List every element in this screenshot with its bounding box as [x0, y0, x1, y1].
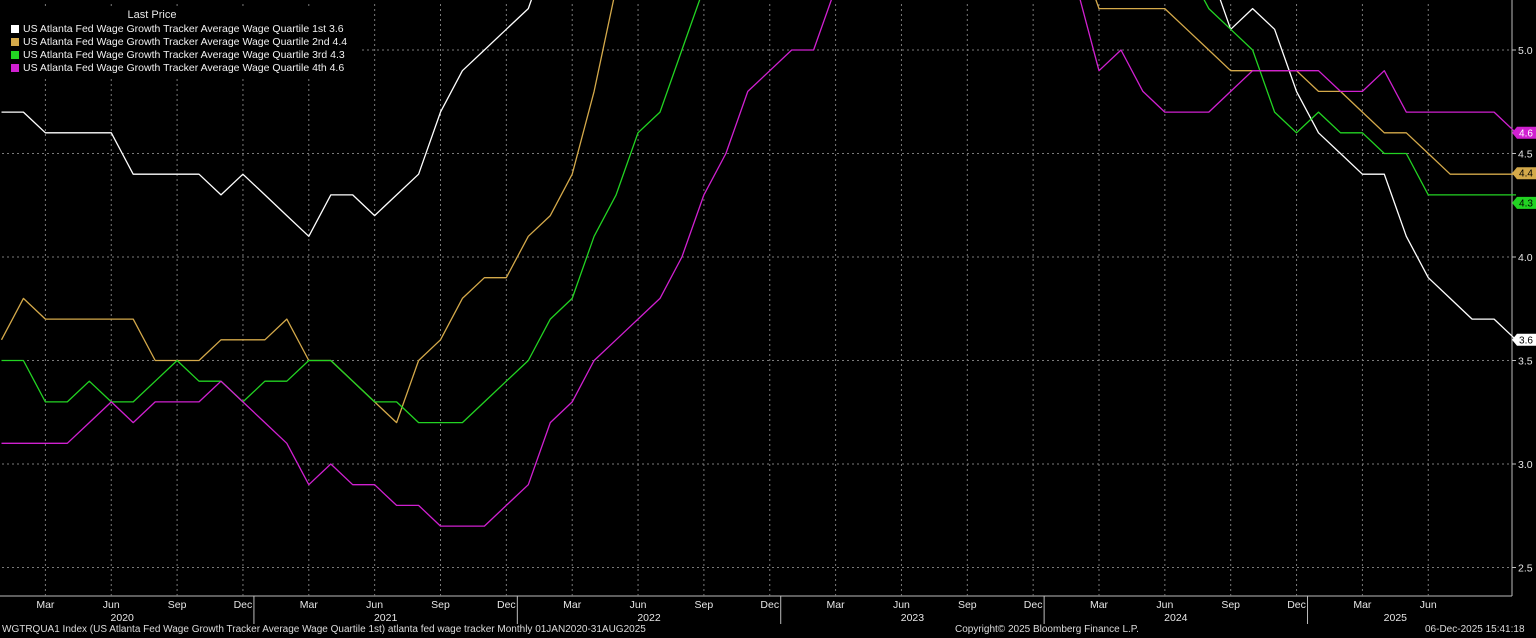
- x-tick-label: Jun: [1420, 599, 1437, 611]
- y-tick-label: 4.0: [1518, 252, 1533, 264]
- last-value-tag-q2: 4.4: [1512, 167, 1536, 180]
- legend-title: Last Price: [127, 9, 177, 21]
- legend-label-q2: US Atlanta Fed Wage Growth Tracker Avera…: [23, 35, 348, 48]
- legend-item-q2: US Atlanta Fed Wage Growth Tracker Avera…: [2, 35, 362, 48]
- y-tick-label: 4.5: [1518, 149, 1533, 161]
- last-value-tag-bg: [1512, 196, 1536, 209]
- x-tick-label: Dec: [760, 599, 779, 611]
- y-tick-label: 2.5: [1518, 563, 1533, 575]
- legend-item-q3: US Atlanta Fed Wage Growth Tracker Avera…: [2, 48, 362, 61]
- x-tick-label: Dec: [234, 599, 253, 611]
- y-tick-label: 3.0: [1518, 459, 1533, 471]
- x-tick-label: Dec: [497, 599, 516, 611]
- last-value-tag-text: 4.4: [1519, 169, 1533, 180]
- legend: Last Price US Atlanta Fed Wage Growth Tr…: [2, 8, 362, 78]
- last-value-tag-text: 4.6: [1519, 128, 1533, 139]
- x-tick-label: Mar: [1353, 599, 1372, 611]
- footer: WGTRQUA1 Index (US Atlanta Fed Wage Grow…: [0, 622, 1536, 638]
- x-tick-label: Jun: [1156, 599, 1173, 611]
- x-tick-label: Sep: [958, 599, 977, 611]
- last-value-tag-text: 4.3: [1519, 198, 1533, 209]
- last-value-tag-bg: [1512, 333, 1536, 346]
- x-tick-label: Jun: [103, 599, 120, 611]
- series-line-q4: [1, 0, 1517, 527]
- x-year-label: 2021: [374, 612, 398, 624]
- legend-swatch-q4: [11, 63, 19, 72]
- x-tick-label: Mar: [563, 599, 582, 611]
- last-value-tag-bg: [1512, 167, 1536, 180]
- legend-swatch-q2: [11, 37, 19, 46]
- x-tick-label: Sep: [1221, 599, 1240, 611]
- x-tick-label: Dec: [1287, 599, 1306, 611]
- last-value-tag-q4: 4.6: [1512, 126, 1536, 139]
- legend-label-q3: US Atlanta Fed Wage Growth Tracker Avera…: [23, 48, 345, 61]
- x-tick-label: Dec: [1024, 599, 1043, 611]
- legend-item-q4: US Atlanta Fed Wage Growth Tracker Avera…: [2, 61, 362, 74]
- y-tick-label: 3.5: [1518, 356, 1533, 368]
- last-value-tag-text: 3.6: [1519, 335, 1533, 346]
- y-tick-label: 5.0: [1518, 45, 1533, 57]
- x-year-label: 2023: [901, 612, 925, 624]
- x-year-label: 2025: [1384, 612, 1408, 624]
- last-value-tag-q3: 4.3: [1512, 196, 1536, 209]
- legend-label-q4: US Atlanta Fed Wage Growth Tracker Avera…: [23, 61, 345, 74]
- last-value-tag-q1: 3.6: [1512, 333, 1536, 346]
- series-line-q1: [1, 0, 1517, 341]
- x-tick-label: Jun: [630, 599, 647, 611]
- x-tick-label: Sep: [168, 599, 187, 611]
- x-tick-label: Mar: [300, 599, 319, 611]
- x-year-label: 2020: [111, 612, 135, 624]
- x-tick-label: Jun: [366, 599, 383, 611]
- footer-timestamp: 06-Dec-2025 15:41:18: [1425, 624, 1525, 635]
- x-tick-label: Mar: [827, 599, 846, 611]
- x-tick-label: Sep: [431, 599, 450, 611]
- legend-item-q1: US Atlanta Fed Wage Growth Tracker Avera…: [2, 22, 362, 35]
- x-tick-label: Jun: [893, 599, 910, 611]
- x-tick-label: Mar: [36, 599, 55, 611]
- legend-label-q1: US Atlanta Fed Wage Growth Tracker Avera…: [23, 22, 344, 35]
- last-value-tag-bg: [1512, 126, 1536, 139]
- x-year-label: 2024: [1164, 612, 1188, 624]
- footer-copyright: Copyright© 2025 Bloomberg Finance L.P.: [955, 624, 1139, 635]
- legend-swatch-q1: [11, 24, 19, 33]
- series-line-q3: [1, 0, 1516, 424]
- x-tick-label: Sep: [695, 599, 714, 611]
- x-year-label: 2022: [637, 612, 661, 624]
- x-tick-label: Mar: [1090, 599, 1109, 611]
- footer-source: WGTRQUA1 Index (US Atlanta Fed Wage Grow…: [2, 624, 646, 635]
- legend-swatch-q3: [11, 50, 19, 59]
